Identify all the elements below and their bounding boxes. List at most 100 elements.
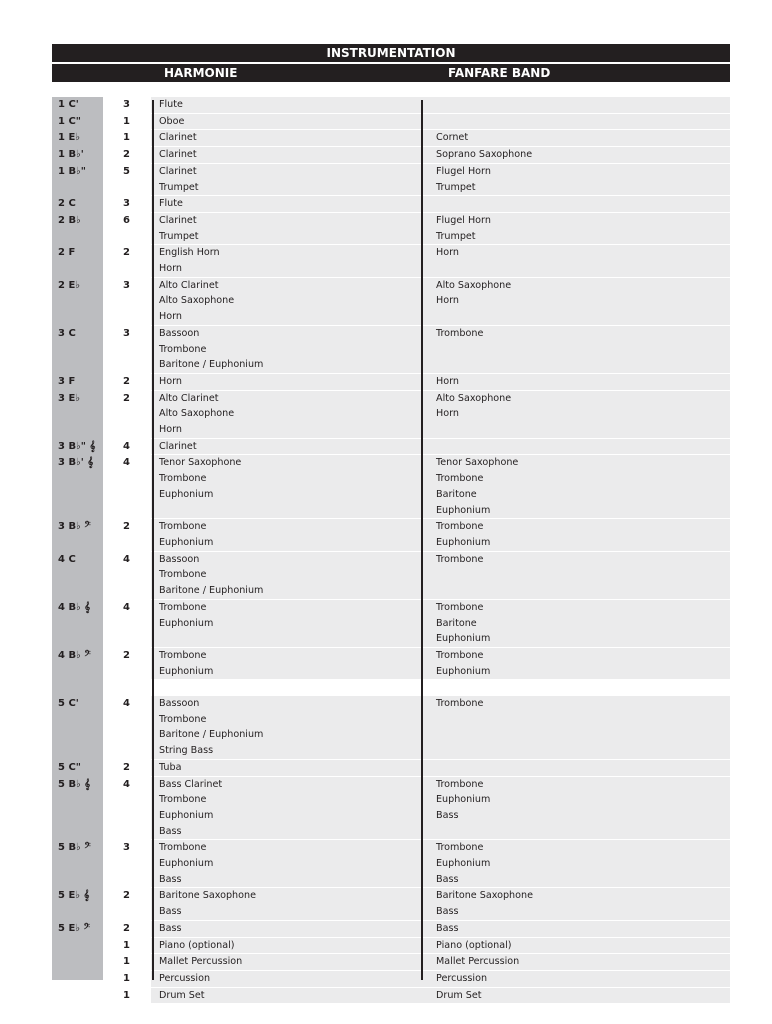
divider [421, 100, 423, 980]
part-label: 1 E♭ [58, 132, 80, 144]
part-label [52, 988, 103, 1005]
instrument: Euphonium [436, 858, 491, 870]
fanfare-cell: Trombone Euphonium [420, 647, 730, 681]
fanfare-cell: Drum Set [420, 987, 730, 1005]
player-count: 2 [123, 649, 130, 661]
player-count: 4 [123, 778, 130, 790]
instrument: Trombone [436, 778, 484, 790]
player-count: 1 [123, 956, 130, 968]
table-row: 1 Drum Set Drum Set [52, 987, 730, 1005]
instrument: Trombone [436, 553, 484, 565]
table-row: 1 Mallet Percussion Mallet Percussion [52, 954, 730, 971]
fanfare-cell: Baritone Saxophone Bass [420, 888, 730, 921]
part-label: 2 B♭ [58, 214, 81, 226]
instrument: Euphonium [436, 536, 491, 548]
instrument: Trombone [159, 343, 207, 355]
fanfare-cell: Flugel Horn Trumpet [420, 163, 730, 197]
table-row: 3 B♭ 𝄢 2 Trombone Euphonium Trombone Euphoniu… [52, 519, 730, 552]
instrument: Trumpet [159, 230, 199, 242]
table-row: 5 E♭ 𝄞 2 Baritone Saxophone Bass Baritone Sa… [52, 888, 730, 921]
fanfare-cell: Tenor Saxophone Trombone Baritone Euphonium [420, 455, 730, 520]
part-label: 5 E♭ 𝄞 [58, 890, 90, 902]
harmonie-cell: Trombone Euphonium Bass [151, 840, 420, 889]
instrument: Bass [159, 825, 182, 837]
instrument: Baritone Saxophone [159, 890, 256, 902]
instrument: Drum Set [159, 989, 205, 1001]
harmonie-cell: Tenor Saxophone Trombone Euphonium [151, 455, 420, 520]
table-row: 4 B♭ 𝄢 2 Trombone Euphonium Trombone Euphoniu… [52, 647, 730, 696]
player-count: 2 [123, 392, 130, 404]
instrument: Baritone / Euphonium [159, 359, 264, 371]
harmonie-cell: Clarinet Trumpet [151, 212, 420, 246]
instrument: Trombone [159, 569, 207, 581]
table-row: 5 B♭ 𝄢 3 Trombone Euphonium Bass Trombone Euph… [52, 840, 730, 889]
instrument: Trombone [159, 521, 207, 533]
part-label: 5 B♭ 𝄞 [58, 778, 91, 790]
instrument: Bassoon [159, 327, 200, 339]
part-label [52, 938, 103, 955]
instrument: Bass [436, 906, 459, 918]
table-row: 1 C' 3 Flute [52, 97, 730, 114]
instrument: Euphonium [436, 504, 491, 516]
instrument: Oboe [159, 115, 185, 127]
part-label: 3 F [58, 375, 76, 387]
instrument: Horn [159, 375, 182, 387]
instrument: Trombone [436, 842, 484, 854]
harmonie-cell: Bassoon Trombone Baritone / Euphonium Strin… [151, 696, 420, 760]
fanfare-cell: Trombone [420, 551, 730, 600]
instrument: Alto Clarinet [159, 279, 219, 291]
player-count: 4 [123, 553, 130, 565]
player-count: 3 [123, 327, 130, 339]
instrument: Trombone [436, 521, 484, 533]
part-label: 5 C" [58, 761, 81, 773]
fanfare-cell: Piano (optional) [420, 937, 730, 955]
player-count: 1 [123, 939, 130, 951]
part-label: 3 C [58, 327, 76, 339]
instrument: Flugel Horn [436, 165, 491, 177]
table-row: 5 B♭ 𝄞 4 Bass Clarinet Trombone Euphonium Bas… [52, 776, 730, 841]
table-row: 1 C" 1 Oboe [52, 113, 730, 131]
table-row: 3 C 3 Bassoon Trombone Baritone / Euphonium T… [52, 325, 730, 374]
instrument: Trumpet [159, 181, 199, 193]
part-label: 3 B♭ 𝄢 [58, 521, 91, 533]
player-count: 2 [123, 922, 130, 934]
instrument: Percussion [159, 972, 211, 984]
part-label: 5 C' [58, 698, 79, 709]
instrument: Euphonium [159, 809, 214, 821]
fanfare-cell: Trombone Euphonium Bass [420, 776, 730, 841]
instrument: String Bass [159, 745, 214, 757]
instrument: Euphonium [159, 536, 214, 548]
player-count: 5 [123, 165, 130, 177]
part-label: 1 C" [58, 115, 81, 127]
instrument: Tuba [159, 761, 182, 773]
player-count: 3 [123, 842, 130, 854]
table-row: 3 B♭" 𝄞 4 Clarinet [52, 438, 730, 456]
instrument-table: 1 C' 3 Flute 1 C" 1 Oboe 1 E♭ 1 Clarinet Cornet 1 … [52, 97, 730, 1005]
instrument: Euphonium [159, 665, 214, 677]
table-row: 2 B♭ 6 Clarinet Trumpet Flugel Horn Trumpet [52, 212, 730, 246]
instrument: Baritone / Euphonium [159, 585, 264, 597]
column-header: FANFARE BAND [448, 66, 551, 80]
instrument: Piano (optional) [436, 939, 512, 951]
part-label: 5 E♭ 𝄢 [58, 922, 90, 934]
instrument: Clarinet [159, 132, 197, 144]
fanfare-cell: Trombone Euphonium [420, 519, 730, 552]
harmonie-cell: Clarinet [151, 130, 420, 148]
fanfare-cell: Soprano Saxophone [420, 147, 730, 164]
instrument: Horn [159, 263, 182, 275]
fanfare-cell: Bass [420, 920, 730, 938]
harmonie-cell: Bass [151, 920, 420, 938]
harmonie-cell: Trombone Euphonium [151, 599, 420, 648]
player-count: 4 [123, 440, 130, 452]
harmonie-cell: Alto Clarinet Alto Saxophone Horn [151, 390, 420, 439]
instrument: Trumpet [436, 230, 476, 242]
instrument: Horn [436, 375, 459, 387]
table-row: 5 E♭ 𝄢 2 Bass Bass [52, 920, 730, 938]
instrument: Trombone [159, 601, 207, 613]
fanfare-cell [420, 438, 730, 456]
harmonie-cell: Mallet Percussion [151, 954, 420, 971]
harmonie-cell: English Horn Horn [151, 245, 420, 278]
title: INSTRUMENTATION [326, 46, 456, 60]
fanfare-cell: Trombone Euphonium Bass [420, 840, 730, 889]
